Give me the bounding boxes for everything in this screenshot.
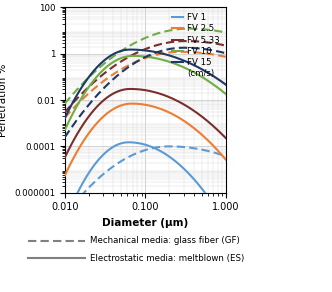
Y-axis label: Penetration %: Penetration %: [0, 63, 8, 137]
Legend: FV 1, FV 2.5, FV 5.33, FV 10, FV 15, (cm/s): FV 1, FV 2.5, FV 5.33, FV 10, FV 15, (cm…: [171, 12, 221, 80]
Text: Electrostatic media: meltblown (ES): Electrostatic media: meltblown (ES): [90, 254, 244, 263]
X-axis label: Diameter (μm): Diameter (μm): [102, 218, 188, 228]
Text: Mechanical media: glass fiber (GF): Mechanical media: glass fiber (GF): [90, 237, 239, 245]
